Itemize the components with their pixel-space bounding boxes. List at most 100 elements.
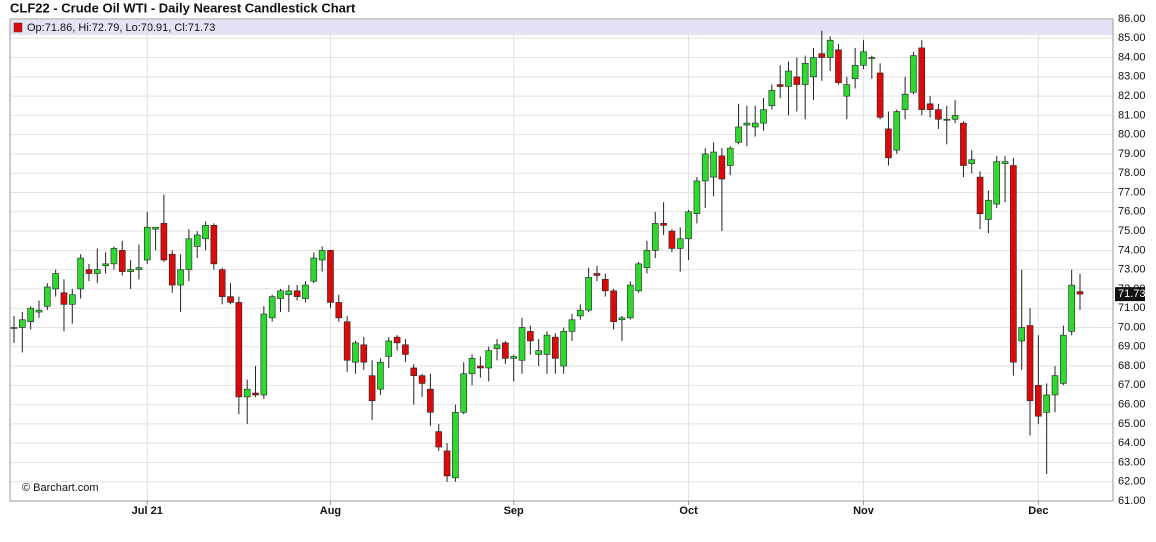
candle-body bbox=[427, 388, 434, 413]
candle-body bbox=[227, 296, 234, 303]
candle-body bbox=[160, 223, 168, 261]
candle-body bbox=[44, 286, 51, 307]
plot-frame bbox=[9, 18, 1114, 502]
x-tick-label: Dec bbox=[1028, 505, 1048, 517]
candle-body bbox=[527, 331, 534, 342]
candle-body bbox=[1060, 334, 1067, 384]
y-tick-label: 76.00 bbox=[1118, 206, 1146, 218]
candle-body bbox=[168, 253, 176, 286]
candle-body bbox=[901, 93, 909, 110]
candle-body bbox=[668, 230, 676, 249]
x-tick-label: Aug bbox=[320, 505, 341, 517]
candle-body bbox=[152, 226, 159, 230]
candle-body bbox=[435, 431, 443, 448]
candle-body bbox=[327, 250, 334, 303]
chart-title: CLF22 - Crude Oil WTI - Daily Nearest Ca… bbox=[10, 0, 356, 15]
candle-body bbox=[926, 103, 934, 110]
candle-body bbox=[368, 375, 376, 402]
candle-body bbox=[635, 263, 642, 292]
candle-body bbox=[776, 84, 784, 87]
candle-body bbox=[1068, 284, 1075, 332]
candle-body bbox=[60, 292, 68, 305]
candle-body bbox=[626, 284, 634, 319]
candle-body bbox=[651, 223, 659, 251]
y-tick-label: 85.00 bbox=[1118, 32, 1146, 44]
candle-body bbox=[993, 161, 1001, 205]
candle-body bbox=[710, 151, 717, 178]
candle-body bbox=[143, 226, 151, 261]
y-tick-label: 65.00 bbox=[1118, 418, 1146, 430]
candle-body bbox=[468, 358, 476, 375]
candle-body bbox=[193, 234, 201, 247]
candle-body bbox=[1018, 327, 1026, 342]
candle-body bbox=[585, 277, 592, 311]
candle-body bbox=[976, 176, 984, 215]
candle-body bbox=[127, 269, 134, 272]
candle-body bbox=[285, 290, 293, 296]
candle-body bbox=[1035, 385, 1042, 417]
y-tick-label: 79.00 bbox=[1118, 148, 1146, 160]
candle-body bbox=[1001, 161, 1009, 164]
candle-body bbox=[1010, 165, 1017, 363]
candle-body bbox=[868, 57, 876, 59]
y-tick-label: 74.00 bbox=[1118, 244, 1146, 256]
candle-body bbox=[1076, 291, 1084, 295]
candle-body bbox=[310, 257, 318, 282]
candle-body bbox=[552, 336, 559, 359]
price-tag bbox=[1115, 287, 1145, 302]
candle-body bbox=[577, 309, 584, 317]
candle-body bbox=[19, 319, 26, 328]
candle-body bbox=[318, 250, 326, 261]
candle-body bbox=[685, 211, 692, 240]
candle-body bbox=[543, 334, 551, 355]
y-tick-label: 67.00 bbox=[1118, 379, 1146, 391]
candle-body bbox=[893, 111, 901, 151]
candle-body bbox=[601, 278, 609, 292]
candle-body bbox=[943, 118, 951, 121]
candle-body bbox=[52, 273, 59, 290]
candle-body bbox=[968, 159, 976, 164]
candle-body bbox=[260, 313, 268, 396]
candle-body bbox=[718, 155, 726, 180]
candle-body bbox=[618, 317, 626, 321]
candle-body bbox=[1051, 375, 1059, 396]
candle-body bbox=[876, 72, 884, 118]
y-tick-label: 62.00 bbox=[1118, 476, 1146, 488]
candle-body bbox=[826, 39, 834, 58]
candle-body bbox=[202, 224, 209, 240]
candle-body bbox=[460, 373, 468, 413]
legend-text: Op:71.86, Hi:72.79, Lo:70.91, Cl:71.73 bbox=[27, 22, 215, 34]
candle-body bbox=[302, 284, 309, 299]
candle-body bbox=[535, 350, 542, 355]
candle-body bbox=[985, 199, 992, 220]
candle-body bbox=[960, 122, 967, 166]
candle-body bbox=[343, 321, 351, 361]
candle-body bbox=[452, 412, 459, 479]
candle-body bbox=[10, 327, 18, 329]
candle-body bbox=[410, 367, 418, 376]
candle-body bbox=[485, 350, 493, 369]
x-tick-label: Jul 21 bbox=[132, 505, 163, 517]
candle-body bbox=[693, 180, 701, 215]
candle-body bbox=[843, 84, 851, 97]
candle-body bbox=[951, 115, 959, 120]
y-tick-label: 68.00 bbox=[1118, 360, 1146, 372]
candle-body bbox=[676, 238, 684, 249]
candle-body bbox=[185, 238, 193, 270]
candle-body bbox=[726, 147, 734, 166]
y-tick-label: 66.00 bbox=[1118, 399, 1146, 411]
candle-body bbox=[935, 109, 942, 120]
candle-body bbox=[402, 344, 409, 355]
candle-body bbox=[1026, 325, 1034, 402]
candle-body bbox=[735, 126, 742, 143]
candle-body bbox=[277, 290, 284, 299]
candle-body bbox=[660, 223, 667, 226]
candle-body bbox=[502, 342, 509, 359]
y-tick-label: 86.00 bbox=[1118, 13, 1146, 25]
y-tick-label: 77.00 bbox=[1118, 186, 1146, 198]
candle-body bbox=[743, 122, 751, 126]
candle-body bbox=[393, 336, 401, 344]
candle-body bbox=[110, 248, 118, 265]
candle-body bbox=[801, 63, 809, 85]
